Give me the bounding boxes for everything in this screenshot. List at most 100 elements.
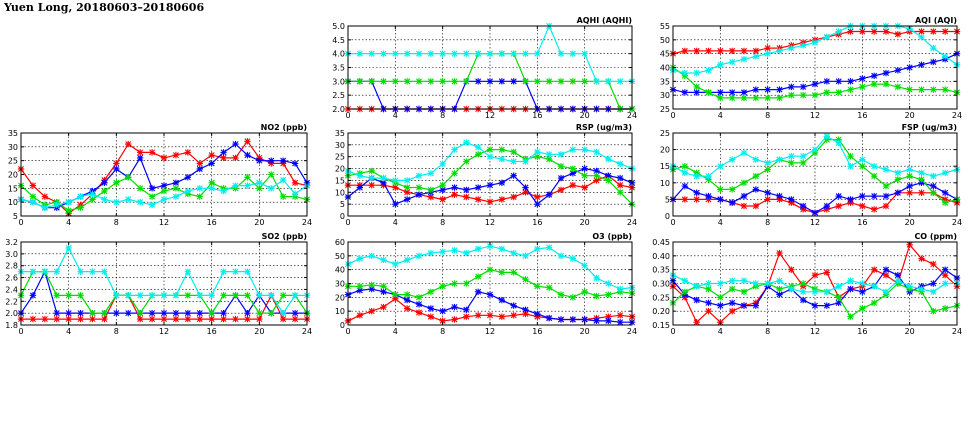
data-point	[208, 151, 215, 159]
data-point	[89, 190, 96, 198]
x-tick-label: 12	[485, 327, 495, 336]
data-point	[53, 201, 60, 209]
data-point	[728, 307, 736, 315]
data-point	[823, 269, 831, 276]
data-point	[184, 149, 192, 156]
data-point	[545, 151, 553, 158]
data-point	[906, 64, 913, 71]
data-point	[368, 167, 375, 175]
data-point	[835, 28, 842, 35]
data-point	[581, 165, 588, 172]
data-point	[740, 89, 748, 96]
data-point	[522, 306, 529, 313]
data-point	[776, 285, 783, 293]
y-tick-label: 40	[335, 266, 345, 275]
y-tick-label: 5.0	[332, 22, 345, 31]
data-point	[894, 169, 902, 177]
data-point	[557, 174, 565, 182]
data-point	[160, 182, 168, 189]
data-point	[53, 292, 60, 299]
data-point	[918, 28, 925, 35]
data-point	[136, 315, 144, 323]
y-tick-label: 0.45	[652, 238, 670, 247]
data-point	[894, 67, 902, 74]
data-point	[870, 283, 878, 290]
data-point	[463, 306, 470, 313]
data-point	[510, 148, 517, 156]
data-point	[136, 309, 144, 317]
data-point	[113, 198, 120, 206]
data-point	[463, 158, 470, 165]
chart-no2: 0 4 8 12 16 20 24 5 10 15 20 25 30 35 NO2 (ppb)	[8, 123, 312, 227]
y-tick-label: 0	[665, 212, 670, 221]
data-point	[463, 249, 470, 257]
data-point	[728, 47, 736, 55]
data-point	[392, 200, 399, 208]
data-point	[717, 294, 724, 301]
data-point	[681, 182, 689, 190]
data-point	[534, 283, 541, 290]
data-point	[451, 170, 458, 177]
data-point	[136, 149, 144, 156]
data-point	[847, 86, 854, 93]
data-point	[41, 315, 49, 323]
data-point	[705, 192, 712, 200]
x-tick-label: 24	[952, 218, 962, 227]
data-point	[522, 252, 529, 260]
data-point	[557, 252, 565, 260]
data-point	[764, 50, 771, 57]
x-tick-label: 8	[114, 218, 119, 227]
data-point	[906, 189, 913, 196]
y-tick-label: 2.5	[332, 91, 345, 100]
data-point	[427, 313, 435, 320]
x-tick-label: 20	[905, 111, 915, 120]
data-point	[208, 315, 215, 323]
data-point	[53, 309, 60, 317]
data-point	[569, 165, 577, 172]
data-point	[244, 138, 251, 145]
data-point	[356, 184, 364, 191]
data-point	[717, 196, 724, 203]
data-point	[291, 309, 299, 317]
data-point	[545, 191, 553, 198]
y-tick-label: 2.0	[5, 309, 18, 318]
data-point	[65, 309, 72, 317]
data-point	[605, 317, 612, 325]
chart-title: NO2 (ppb)	[261, 123, 307, 132]
data-point	[268, 157, 275, 164]
data-point	[256, 157, 263, 164]
data-point	[53, 268, 60, 275]
data-point	[605, 177, 612, 184]
data-point	[220, 154, 227, 162]
series-line-2	[672, 182, 958, 214]
data-point	[77, 193, 84, 200]
data-point	[823, 89, 831, 96]
y-tick-label: 35	[660, 77, 670, 86]
data-point	[415, 50, 423, 57]
data-point	[799, 206, 807, 213]
data-point	[208, 179, 215, 186]
data-point	[870, 72, 878, 79]
data-point	[930, 44, 937, 52]
data-point	[474, 50, 482, 57]
data-point	[882, 28, 890, 35]
y-tick-label: 35	[335, 129, 345, 138]
data-point	[184, 315, 192, 323]
data-point	[941, 305, 949, 312]
y-tick-label: 50	[660, 36, 670, 45]
data-point	[847, 285, 854, 293]
y-tick-label: 0.40	[652, 252, 670, 261]
data-point	[764, 280, 771, 287]
data-point	[256, 185, 263, 192]
data-point	[220, 187, 227, 195]
data-point	[764, 166, 771, 173]
data-point	[172, 309, 180, 317]
data-point	[510, 312, 517, 319]
data-point	[717, 89, 724, 96]
data-point	[368, 50, 375, 57]
data-point	[256, 309, 263, 317]
data-point	[693, 169, 700, 177]
data-point	[380, 283, 387, 290]
data-point	[906, 86, 913, 93]
data-point	[474, 312, 482, 319]
